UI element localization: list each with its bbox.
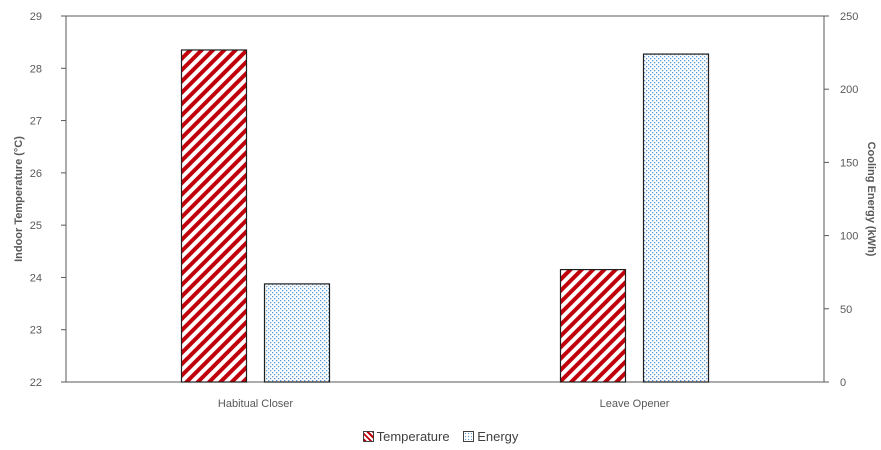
right-tick-label: 200: [840, 84, 858, 96]
legend-label-energy: Energy: [477, 429, 519, 445]
right-tick-label: 50: [840, 304, 852, 316]
plot-area-frame: [65, 15, 825, 383]
left-tick-label: 25: [30, 220, 42, 232]
category-label: Leave Opener: [600, 398, 670, 410]
left-axis-ticks: 22 23 24 25 26 27 28 29: [30, 11, 66, 389]
bars: [180, 49, 710, 383]
bar-temperature-habitual-closer: [180, 49, 248, 383]
legend-label-temperature: Temperature: [376, 429, 450, 445]
left-tick-label: 24: [30, 272, 42, 284]
right-axis-ticks: 0 50 100 150 200 250: [824, 11, 858, 389]
left-tick-label: 22: [30, 377, 42, 389]
bar-energy-habitual-closer: [263, 283, 331, 383]
left-tick-label: 28: [30, 63, 42, 75]
legend: Temperature Energy: [0, 428, 881, 444]
bar-temperature-leave-opener: [559, 268, 627, 383]
right-tick-label: 100: [840, 231, 858, 243]
legend-item-temperature: Temperature: [362, 429, 450, 445]
category-label: Habitual Closer: [218, 398, 294, 410]
right-axis-title: Cooling Energy (kWh): [865, 142, 877, 257]
energy-swatch-icon: [463, 431, 475, 443]
left-tick-label: 23: [30, 325, 42, 337]
right-tick-label: 150: [840, 157, 858, 169]
left-axis-title: Indoor Temperature (°C): [13, 136, 25, 262]
right-tick-label: 250: [840, 11, 858, 23]
bar-energy-leave-opener: [642, 53, 710, 383]
right-tick-label: 0: [840, 377, 846, 389]
left-tick-label: 26: [30, 168, 42, 180]
left-tick-label: 27: [30, 116, 42, 128]
temperature-swatch-icon: [362, 431, 374, 443]
legend-item-energy: Energy: [463, 429, 518, 444]
category-labels: Habitual Closer Leave Opener: [218, 398, 670, 410]
left-tick-label: 29: [30, 11, 42, 23]
